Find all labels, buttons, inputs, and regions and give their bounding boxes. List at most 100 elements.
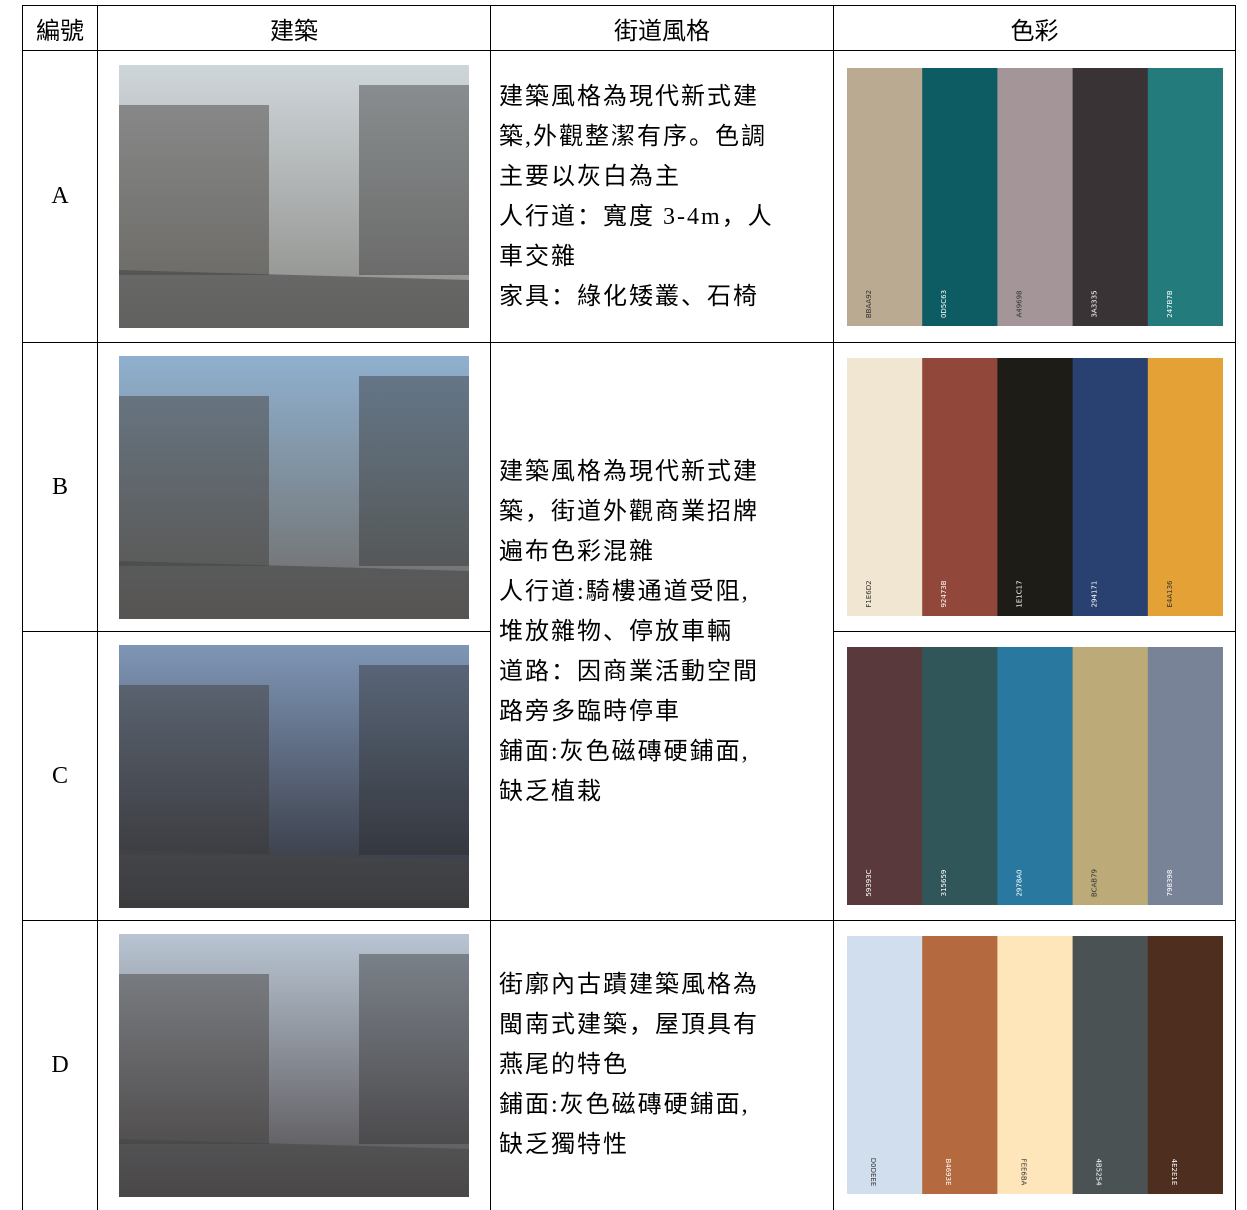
road (119, 849, 469, 908)
style-line: 遍布色彩混雜 (499, 538, 655, 565)
table: 編號 建築 街道風格 色彩 A 建築風格為現代新式建 築,外觀整潔有序。色調 主要以灰白為主… (22, 5, 1236, 1210)
street-style: 建築風格為現代新式建 築,外觀整潔有序。色調 主要以灰白為主 人行道：寬度 3-4m，… (490, 50, 834, 343)
color-swatch (846, 358, 923, 616)
style-line: 閩南式建築，屋頂具有 (499, 1012, 759, 1039)
style-line: 建築風格為現代新式建 (499, 458, 759, 485)
palette-cell: F1E6D2 92473B 1E1C17 294171 E4A136 (833, 342, 1236, 632)
street-style: 建築風格為現代新式建 築，街道外觀商業招牌 遍布色彩混雜人行道:騎樓通道受阻, 堆放雜… (490, 342, 834, 921)
color-code: 247B7B (1165, 290, 1173, 318)
road (119, 270, 469, 328)
header-cell: 色彩 (833, 5, 1236, 51)
color-code: 59393C (865, 869, 873, 896)
color-swatch (1072, 358, 1148, 616)
color-code: E4A136 (1165, 580, 1173, 608)
style-line: 家具：綠化矮叢、石椅 (499, 283, 759, 310)
street-photo (119, 65, 469, 328)
style-line: 主要以灰白為主 (499, 163, 681, 190)
color-swatch (1072, 647, 1148, 905)
style-line: 堆放雜物、停放車輛 (499, 618, 733, 645)
color-swatch (1072, 936, 1148, 1195)
color-swatch (921, 67, 998, 326)
road (119, 1138, 469, 1197)
building (119, 395, 269, 566)
color-code: 315659 (940, 870, 948, 897)
color-code: 0D5C63 (940, 289, 948, 317)
photo-cell (97, 342, 491, 632)
style-line: 鋪面:灰色磁磚硬鋪面, (499, 738, 750, 765)
table-row: D 街廓內古蹟建築風格為 閩南式建築，屋頂具有 燕尾的特色鋪面:灰色磁磚硬鋪面, 缺乏獨… (22, 920, 1236, 1210)
color-swatch (996, 67, 1073, 326)
style-line: 人行道:騎樓通道受阻, (499, 578, 750, 605)
palette: F1E6D2 92473B 1E1C17 294171 E4A136 (846, 358, 1223, 616)
color-code: 4B5254 (1094, 1159, 1102, 1187)
palette-cell: 59393C 315659 2978A0 BCAB79 798398 (833, 631, 1236, 921)
color-swatch (1147, 647, 1223, 905)
building (359, 953, 469, 1144)
palette: 59393C 315659 2978A0 BCAB79 798398 (846, 647, 1223, 905)
color-swatch (996, 358, 1073, 616)
palette: D0DEEE B4693E FEE6BA 4B5254 4E2E1E (846, 936, 1223, 1195)
color-code: BBAA92 (865, 289, 873, 317)
color-code: 4E2E1E (1169, 1159, 1177, 1186)
photo-cell (97, 50, 491, 343)
building (359, 375, 469, 566)
header-cell: 編號 (22, 5, 98, 51)
table-row: B 建築風格為現代新式建 築，街道外觀商業招牌 遍布色彩混雜人行道:騎樓通道受阻, 堆放… (22, 342, 1236, 921)
color-swatch (1147, 936, 1223, 1195)
photo-cell (97, 631, 491, 921)
color-code: 1E1C17 (1015, 580, 1023, 607)
color-swatch (921, 358, 998, 616)
color-swatch (846, 936, 923, 1195)
photo-cell (97, 920, 491, 1210)
building (119, 105, 269, 275)
road (119, 560, 469, 619)
row-id: A (22, 50, 98, 343)
style-line: 建築風格為現代新式建 (499, 83, 759, 110)
color-code: 3A3335 (1090, 290, 1098, 317)
style-line: 缺乏植栽 (499, 778, 603, 805)
building (359, 664, 469, 855)
style-line: 車交雜 (499, 243, 577, 270)
header-cell: 街道風格 (490, 5, 834, 51)
color-code: D0DEEE (869, 1158, 877, 1187)
table-row: A 建築風格為現代新式建 築,外觀整潔有序。色調 主要以灰白為主 人行道：寬度 3-4m… (22, 50, 1236, 343)
color-swatch (1147, 358, 1223, 616)
street-style: 街廓內古蹟建築風格為 閩南式建築，屋頂具有 燕尾的特色鋪面:灰色磁磚硬鋪面, 缺乏獨特… (490, 920, 834, 1210)
color-code: B4693E (944, 1159, 952, 1186)
building (119, 973, 269, 1144)
row-id: D (22, 920, 98, 1210)
color-code: 92473B (940, 580, 948, 607)
style-line: 築,外觀整潔有序。色調 (499, 123, 767, 150)
row-id: C (22, 631, 98, 921)
style-line: 燕尾的特色 (499, 1052, 629, 1079)
style-line: 道路：因商業活動空間 (499, 658, 759, 685)
style-line: 缺乏獨特性 (499, 1132, 629, 1159)
color-code: 294171 (1090, 581, 1098, 608)
header-row: 編號 建築 街道風格 色彩 (22, 5, 1236, 51)
building (119, 684, 269, 855)
color-swatch (1147, 67, 1223, 326)
color-code: BCAB79 (1090, 869, 1098, 897)
color-swatch (846, 647, 923, 905)
building (359, 85, 469, 275)
color-code: 798398 (1165, 870, 1173, 897)
street-photo (119, 644, 469, 908)
color-code: F1E6D2 (865, 580, 873, 607)
header-cell: 建築 (97, 5, 491, 51)
street-photo (119, 933, 469, 1197)
palette-cell: BBAA92 0D5C63 A49698 3A3335 247B7B (833, 50, 1236, 343)
style-line: 路旁多臨時停車 (499, 698, 681, 725)
color-swatch (996, 647, 1073, 905)
color-swatch (846, 67, 923, 326)
row-id: B (22, 342, 98, 632)
color-code: A49698 (1015, 290, 1023, 317)
table-row: C 59393C 315659 2978A0 BCAB79 798398 (22, 631, 1236, 921)
street-photo (119, 355, 469, 619)
color-code: FEE6BA (1019, 1159, 1027, 1186)
style-line: 街廓內古蹟建築風格為 (499, 972, 759, 999)
style-line: 築，街道外觀商業招牌 (499, 498, 759, 525)
style-line: 鋪面:灰色磁磚硬鋪面, (499, 1092, 750, 1119)
color-swatch (921, 647, 998, 905)
palette-cell: D0DEEE B4693E FEE6BA 4B5254 4E2E1E (833, 920, 1236, 1210)
